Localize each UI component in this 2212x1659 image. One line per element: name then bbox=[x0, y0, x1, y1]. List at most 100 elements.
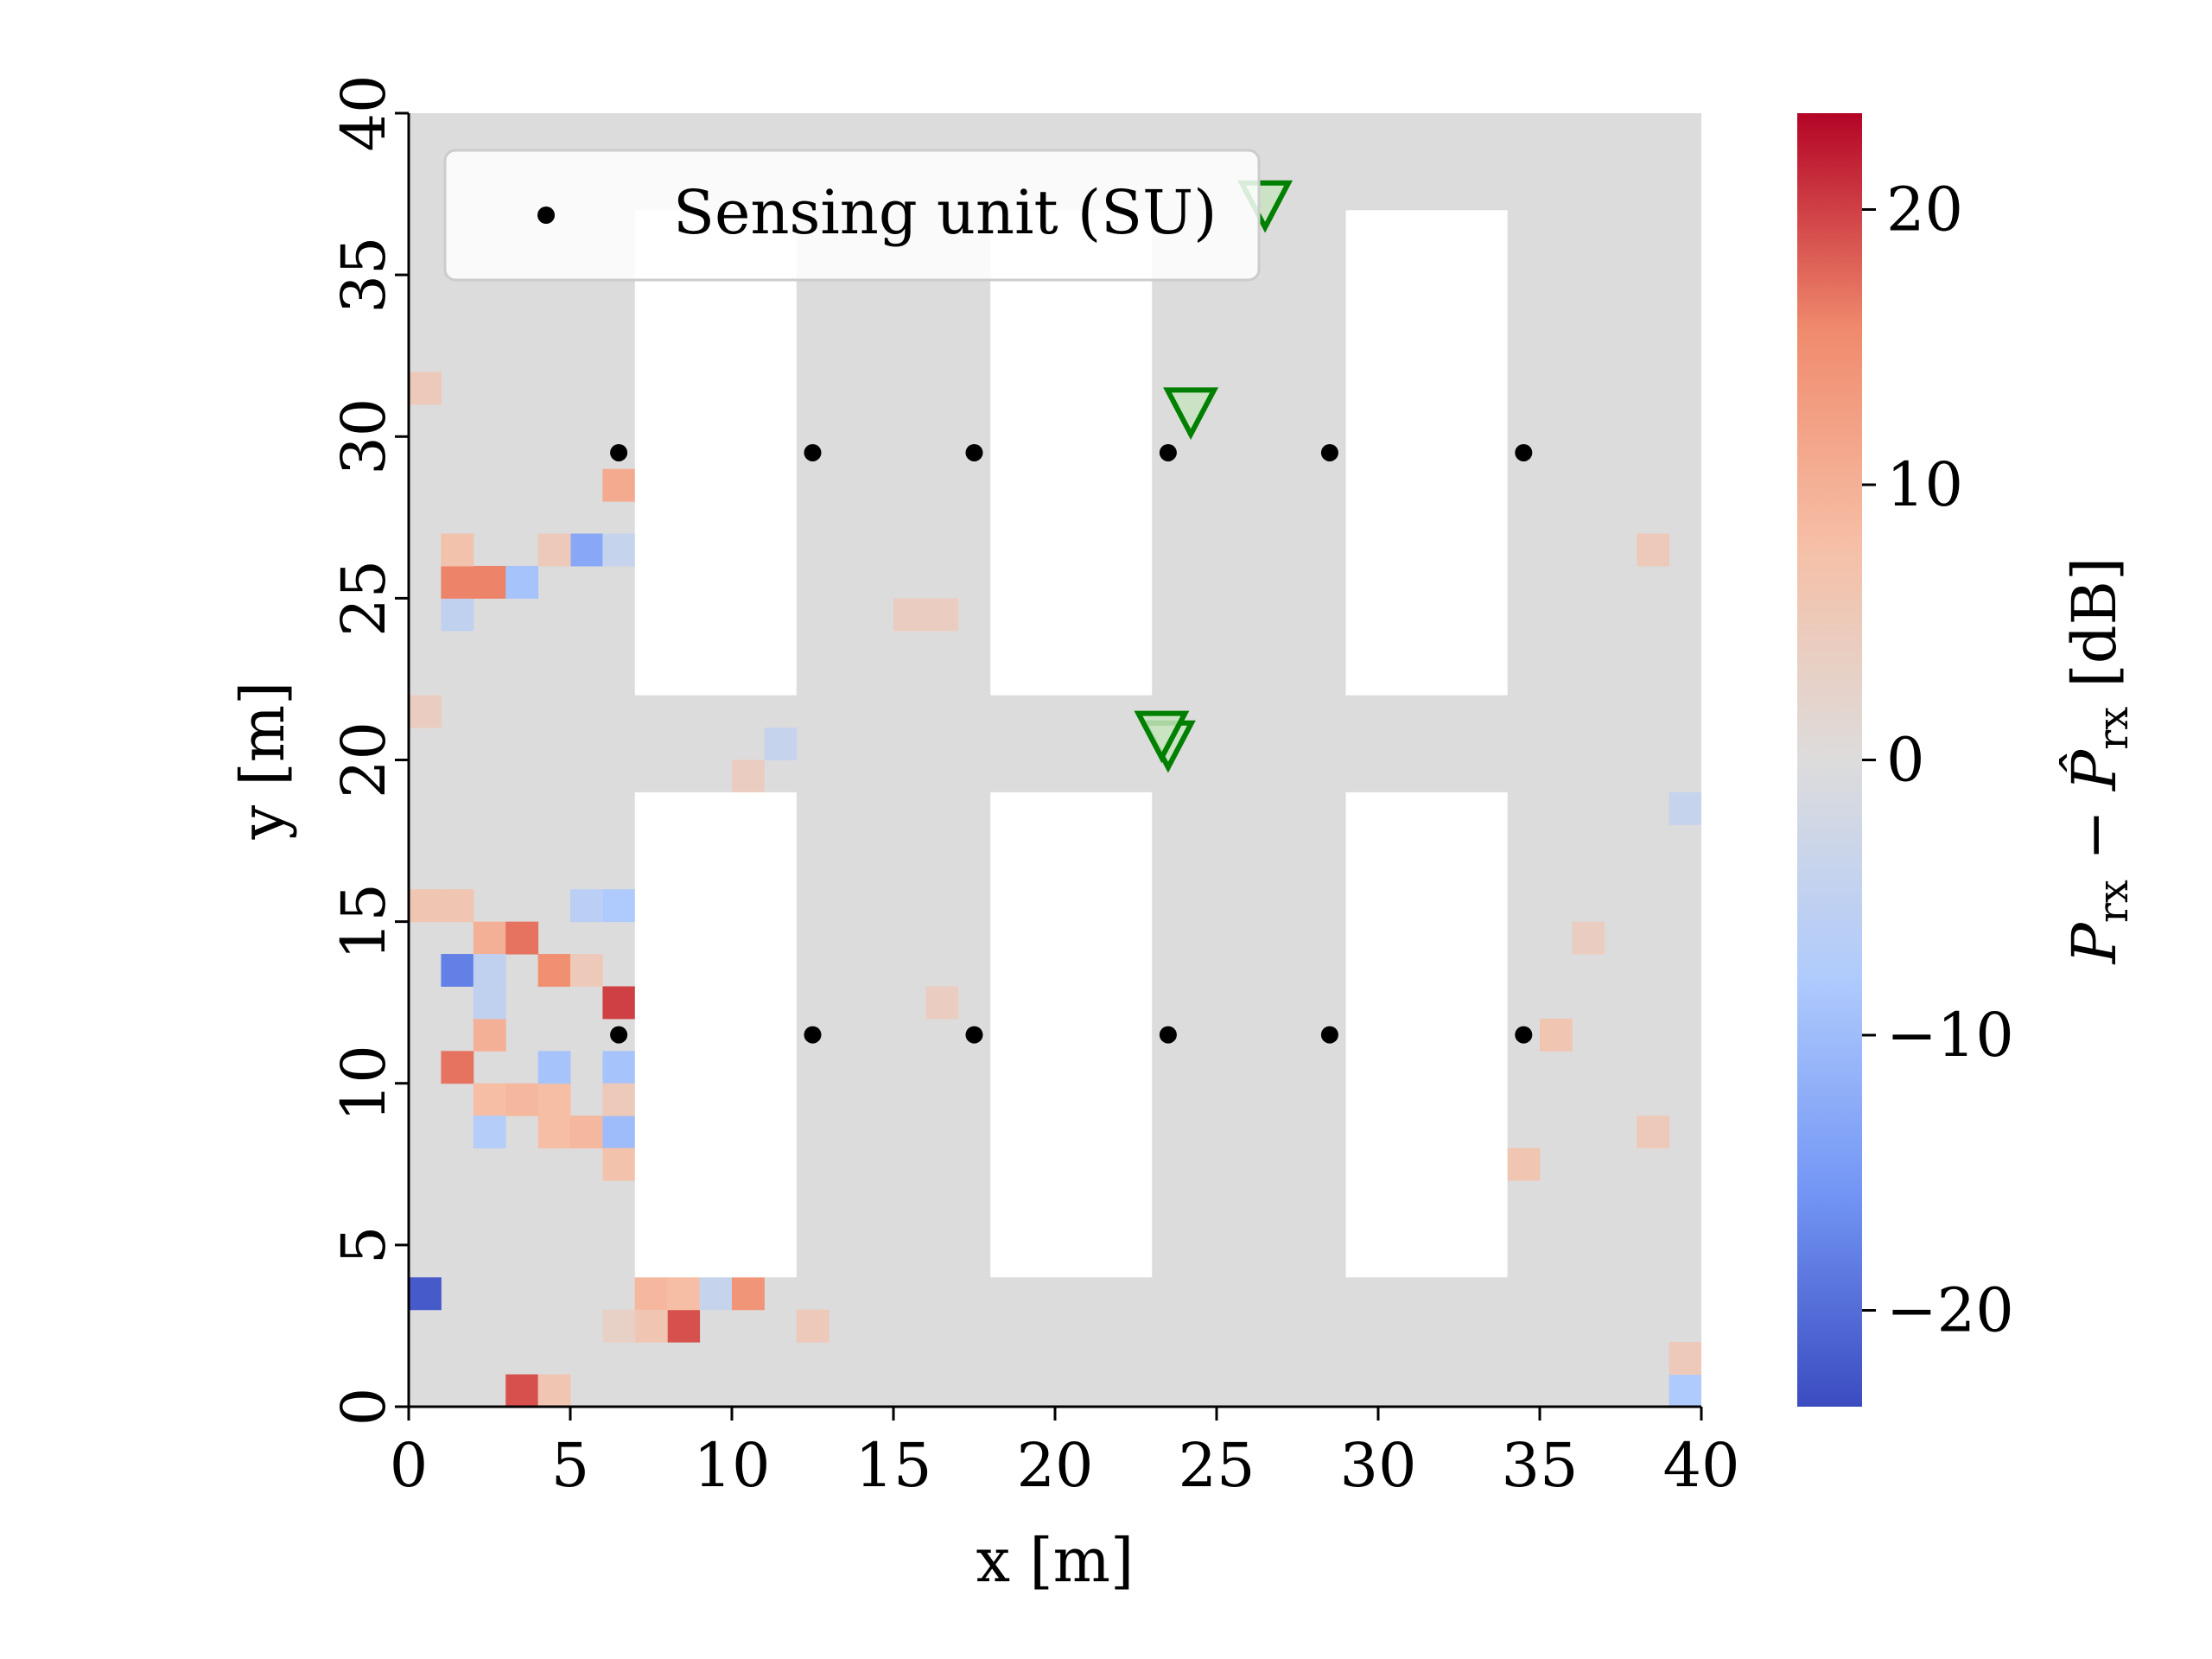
colorbar-tick-label: 10 bbox=[1886, 449, 1963, 520]
heatmap-cell bbox=[473, 1083, 506, 1116]
y-tick-label: 15 bbox=[328, 883, 399, 960]
heatmap-cell bbox=[441, 533, 474, 567]
heatmap-cell bbox=[732, 760, 765, 793]
y-tick-label: 30 bbox=[328, 398, 399, 475]
legend-marker-su bbox=[537, 207, 555, 224]
x-tick-label: 10 bbox=[693, 1430, 770, 1501]
svg-text:Prx − P̂rx [dB]: Prx − P̂rx [dB] bbox=[2059, 557, 2138, 966]
building bbox=[634, 210, 797, 696]
colorbar-ticks: −20 −10 0 10 20 bbox=[1862, 174, 2014, 1346]
heatmap-cell bbox=[602, 1309, 636, 1343]
heatmap-cell bbox=[570, 889, 603, 923]
heatmap-cell bbox=[409, 889, 442, 923]
heatmap-cell bbox=[473, 1018, 506, 1052]
heatmap-cell bbox=[1572, 921, 1605, 955]
heatmap-cell bbox=[732, 1277, 765, 1311]
colorbar-tick-label: −20 bbox=[1886, 1275, 2014, 1346]
y-ticks: 0 5 10 15 20 25 30 35 40 bbox=[328, 74, 409, 1426]
heatmap-cell bbox=[409, 1277, 442, 1311]
heatmap-cell bbox=[441, 598, 474, 632]
transmitter-marker bbox=[1163, 387, 1219, 441]
heatmap-cell bbox=[634, 1309, 668, 1343]
heatmap-cell bbox=[796, 1309, 830, 1343]
heatmap-cell bbox=[1507, 1147, 1541, 1181]
sensing-unit-point bbox=[1320, 443, 1338, 461]
heatmap-cell bbox=[667, 1309, 701, 1343]
x-tick-label: 35 bbox=[1501, 1430, 1578, 1501]
y-tick-label: 35 bbox=[328, 237, 399, 314]
heatmap-cell bbox=[602, 1051, 636, 1084]
x-tick-label: 0 bbox=[390, 1430, 429, 1501]
heatmap-cell bbox=[473, 954, 506, 987]
heatmap-cell bbox=[602, 986, 636, 1020]
sensing-unit-point bbox=[804, 1026, 822, 1044]
heatmap-cell bbox=[893, 598, 926, 632]
heatmap-cell bbox=[473, 986, 506, 1020]
heatmap-cell bbox=[602, 1147, 636, 1181]
colorbar-label: Prx − P̂rx [dB] bbox=[2059, 557, 2138, 966]
heatmap-cell bbox=[505, 1083, 539, 1116]
heatmap-cell bbox=[441, 889, 474, 923]
heatmap-cell bbox=[634, 1277, 668, 1311]
heatmap-cell bbox=[570, 533, 603, 567]
colorbar-gradient bbox=[1797, 113, 1862, 1407]
heatmap-cell bbox=[602, 533, 636, 567]
sensing-unit-point bbox=[965, 1026, 983, 1044]
heatmap-cell bbox=[505, 1374, 539, 1407]
heatmap-cell bbox=[473, 921, 506, 955]
heatmap-cell bbox=[537, 1374, 571, 1407]
legend-box bbox=[443, 149, 1261, 282]
heatmap-cell bbox=[1637, 1116, 1670, 1149]
building bbox=[990, 791, 1153, 1278]
sensing-unit-point bbox=[1515, 1026, 1533, 1044]
x-ticks: 0 5 10 15 20 25 30 35 40 bbox=[390, 1407, 1740, 1501]
building bbox=[990, 210, 1153, 696]
markers bbox=[610, 180, 1533, 1044]
sensing-unit-point bbox=[1515, 443, 1533, 461]
buildings bbox=[634, 210, 1508, 1278]
sensing-unit-point bbox=[965, 443, 983, 461]
heatmap-cell bbox=[505, 921, 539, 955]
y-tick-label: 5 bbox=[328, 1226, 399, 1265]
sensing-unit-point bbox=[1159, 1026, 1177, 1044]
heatmap-cell bbox=[602, 468, 636, 502]
x-tick-label: 15 bbox=[855, 1430, 931, 1501]
heatmap-cell bbox=[409, 372, 442, 405]
plot-area bbox=[409, 113, 1701, 1407]
colorbar-tick-label: −10 bbox=[1886, 1000, 2014, 1071]
heatmap-cell bbox=[537, 1116, 571, 1149]
heatmap-cell bbox=[570, 1116, 603, 1149]
x-tick-label: 20 bbox=[1016, 1430, 1093, 1501]
heatmap-cell bbox=[602, 1116, 636, 1149]
y-tick-label: 10 bbox=[328, 1045, 399, 1122]
sensing-unit-point bbox=[804, 443, 822, 461]
x-tick-label: 5 bbox=[551, 1430, 590, 1501]
y-axis-title: y [m] bbox=[227, 682, 298, 841]
heatmap-cell bbox=[699, 1277, 733, 1311]
colorbar-tick-label: 20 bbox=[1886, 174, 1963, 245]
x-tick-label: 40 bbox=[1662, 1430, 1739, 1501]
y-tick-label: 40 bbox=[328, 74, 399, 151]
heatmap-cell bbox=[537, 533, 571, 567]
y-tick-label: 20 bbox=[328, 721, 399, 798]
transmitter-marker bbox=[1134, 710, 1190, 764]
sensing-unit-point bbox=[1320, 1026, 1338, 1044]
colorbar-tick-label: 0 bbox=[1886, 725, 1925, 796]
heatmap-cell bbox=[1669, 791, 1701, 825]
legend-label-su: Sensing unit (SU) bbox=[673, 177, 1217, 248]
heatmap-cell bbox=[473, 565, 506, 599]
sensing-unit-point bbox=[610, 443, 628, 461]
y-tick-label: 25 bbox=[328, 560, 399, 637]
heatmap-cell bbox=[667, 1277, 701, 1311]
heatmap-cell bbox=[441, 1051, 474, 1084]
heatmap-cell bbox=[537, 954, 571, 987]
x-axis-title: x [m] bbox=[976, 1525, 1135, 1596]
heatmap-cell bbox=[570, 954, 603, 987]
y-tick-label: 0 bbox=[328, 1388, 399, 1427]
heatmap-cell bbox=[602, 889, 636, 923]
heatmap-cell bbox=[925, 598, 959, 632]
building bbox=[1345, 210, 1508, 696]
heatmap-cell bbox=[1637, 533, 1670, 567]
colorbar: −20 −10 0 10 20 Prx − P̂rx [dB] bbox=[1797, 113, 2138, 1407]
